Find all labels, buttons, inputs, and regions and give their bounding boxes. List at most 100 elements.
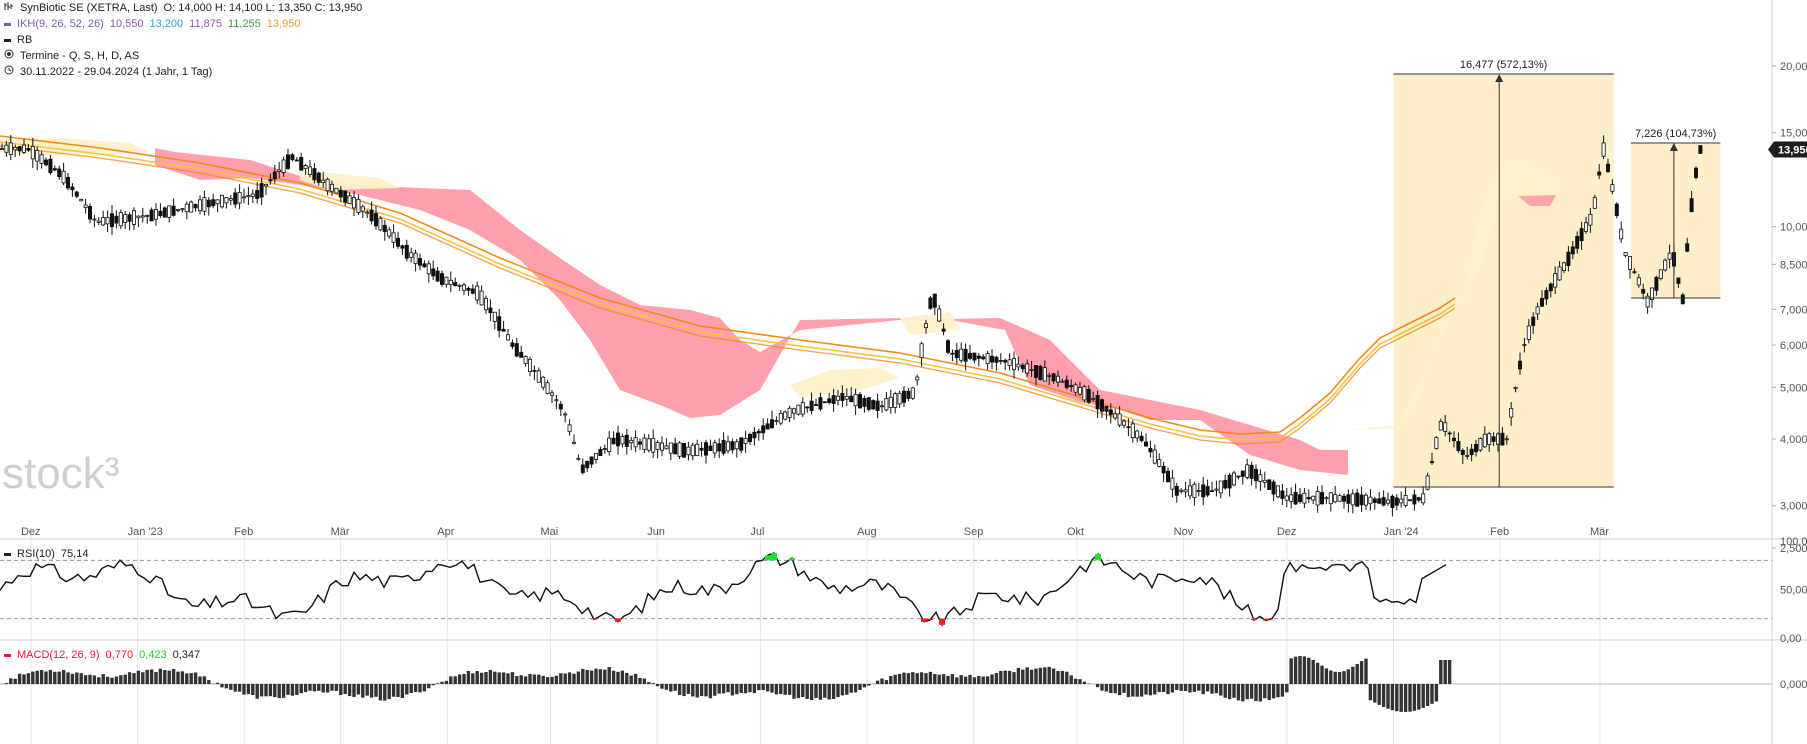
rsi-legend[interactable]: RSI(10) 75,14 [4, 546, 94, 562]
candle-body [1628, 256, 1633, 270]
candle-body [1641, 288, 1646, 294]
candle-body [1293, 491, 1298, 505]
candle [624, 428, 629, 455]
macd-bar [1214, 684, 1219, 694]
time-axis[interactable]: Dez Jan '23 Feb Mär Apr Mai Jun Jul Aug Sep Okt Nov… [21, 526, 1609, 538]
candle [1108, 403, 1113, 424]
candle-body [1606, 163, 1611, 173]
candle [1064, 375, 1069, 390]
candle-body [321, 179, 326, 183]
macd-bar [928, 671, 933, 684]
candle [219, 194, 224, 209]
candle-body [338, 189, 343, 198]
candle [1254, 464, 1259, 489]
candle [461, 282, 466, 296]
candle [822, 401, 827, 404]
macd-bar [1025, 667, 1029, 684]
macd-legend[interactable]: MACD(12, 26, 9) 0,770 0,423 0,347 [4, 647, 212, 663]
candle-body [712, 442, 717, 454]
candle [664, 438, 669, 450]
macd-bar [39, 669, 44, 684]
macd-bar [145, 669, 149, 684]
candle [439, 270, 444, 287]
candle-body [950, 352, 955, 355]
candle [1232, 470, 1237, 487]
candle-body [1166, 470, 1171, 483]
candle [1342, 493, 1347, 509]
candle [92, 215, 97, 228]
candle-body [774, 420, 779, 422]
chart-type-icon[interactable] [4, 0, 14, 16]
candle [910, 386, 915, 400]
candle-body [70, 186, 75, 191]
candle [413, 249, 418, 272]
candle [1584, 216, 1589, 234]
price-axis[interactable]: 20,000 15,000 10,000 8,500 7,000 6,000 5,000 4,… [1768, 61, 1807, 555]
candle-body [532, 369, 537, 372]
macd-bar [176, 671, 180, 684]
candle [1276, 485, 1281, 499]
candle-body [1289, 494, 1294, 502]
macd-bar [339, 684, 343, 696]
candle [290, 153, 295, 162]
candle [1469, 443, 1474, 462]
candle [74, 190, 79, 199]
macd-bar [721, 684, 726, 694]
candle-body [1157, 459, 1162, 467]
legend-termine-row[interactable]: Termine - Q, S, H, D, AS [4, 48, 145, 64]
candle [827, 392, 832, 405]
candle-body [1258, 474, 1263, 482]
candle-body [514, 343, 519, 357]
candle [1056, 370, 1061, 388]
candle-body [439, 273, 444, 285]
candle-body [202, 197, 207, 212]
candle-body [272, 171, 277, 180]
macd-bar [647, 682, 651, 684]
candle-body [457, 284, 462, 287]
legend-range-row[interactable]: 30.11.2022 - 29.04.2024 (1 Jahr, 1 Tag) [4, 64, 218, 80]
candle [118, 209, 123, 230]
candle-body [567, 424, 572, 433]
candle [448, 271, 453, 293]
candle [1210, 481, 1215, 493]
candle-body [642, 437, 647, 450]
candle [1249, 461, 1254, 486]
candle [897, 390, 902, 408]
ikh-value-3: 11,255 [227, 18, 261, 30]
measure-arrowhead [1495, 74, 1504, 82]
candle [1188, 478, 1193, 500]
candle [1350, 489, 1355, 514]
candle [642, 433, 647, 453]
candle [307, 160, 312, 178]
candle [1592, 194, 1597, 209]
candle-body [391, 232, 396, 243]
legend-rb-row[interactable]: RB [4, 32, 38, 48]
macd-bar [409, 684, 413, 694]
legend-ikh-row[interactable]: IKH(9, 26, 52, 26) 10,550 13,200 11,875 11,2… [4, 16, 312, 32]
macd-bar [849, 684, 853, 693]
candle-body [598, 448, 603, 457]
candle [4, 141, 9, 158]
candle [1166, 467, 1171, 483]
candle [1522, 337, 1527, 353]
candle-body [1078, 387, 1083, 395]
month-label: Dez [21, 526, 41, 538]
candle [1632, 268, 1637, 275]
candle [1654, 275, 1659, 296]
candle [831, 388, 836, 412]
macd-bar [202, 676, 207, 684]
candle [800, 397, 805, 418]
candle [853, 388, 858, 415]
candle-body [281, 159, 286, 173]
candle-body [853, 394, 858, 407]
candle-body [1368, 496, 1373, 505]
macd-bar [1113, 684, 1117, 694]
macd-bar [611, 670, 616, 684]
cloud-bearish [1518, 195, 1556, 206]
candle [1218, 480, 1223, 499]
macd-bar [554, 675, 559, 684]
candle-body [365, 211, 370, 214]
macd-bar [101, 674, 105, 684]
candle-body [1619, 228, 1624, 240]
